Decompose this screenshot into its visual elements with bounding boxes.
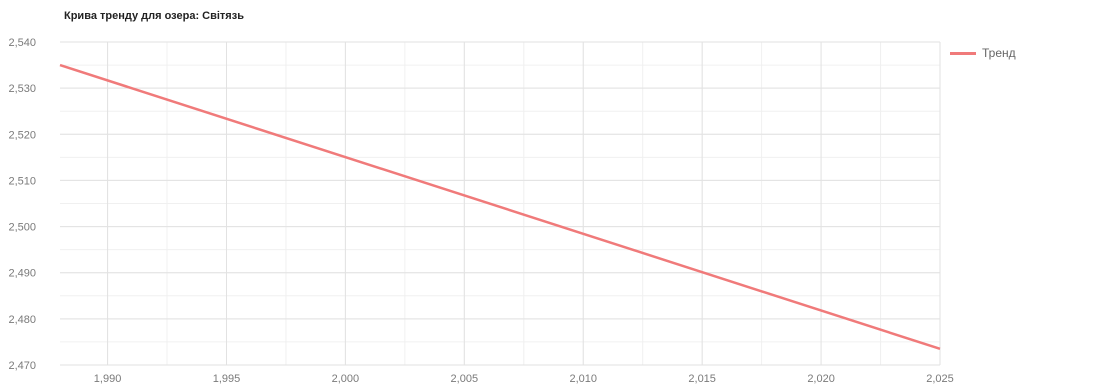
- chart-title: Крива тренду для озера: Світязь: [64, 10, 244, 22]
- x-tick-label: 1,990: [94, 373, 122, 385]
- x-tick-label: 2,015: [688, 373, 716, 385]
- y-tick-label: 2,500: [8, 222, 36, 234]
- x-tick-label: 2,020: [807, 373, 835, 385]
- y-tick-label: 2,520: [8, 129, 36, 141]
- trend-line: [59, 63, 941, 351]
- y-tick-label: 2,540: [8, 37, 36, 49]
- grid: [60, 41, 941, 366]
- x-axis-ticks: 1,990 1,995 2,000 2,005 2,010 2,015 2,020 2,025: [94, 373, 954, 385]
- legend[interactable]: Тренд: [950, 46, 1016, 60]
- y-tick-label: 2,470: [8, 360, 36, 372]
- x-tick-label: 2,010: [569, 373, 597, 385]
- legend-swatch: [950, 51, 976, 55]
- y-tick-label: 2,510: [8, 175, 36, 187]
- y-tick-label: 2,490: [8, 268, 36, 280]
- x-tick-label: 2,025: [926, 373, 954, 385]
- x-tick-label: 2,005: [451, 373, 479, 385]
- legend-label: Тренд: [982, 46, 1016, 60]
- x-tick-label: 2,000: [332, 373, 360, 385]
- y-tick-label: 2,480: [8, 314, 36, 326]
- series-layer: [59, 63, 941, 351]
- y-axis-ticks: 2,540 2,530 2,520 2,510 2,500 2,490 2,480 2,470: [8, 37, 36, 372]
- x-tick-label: 1,995: [213, 373, 241, 385]
- y-tick-label: 2,530: [8, 83, 36, 95]
